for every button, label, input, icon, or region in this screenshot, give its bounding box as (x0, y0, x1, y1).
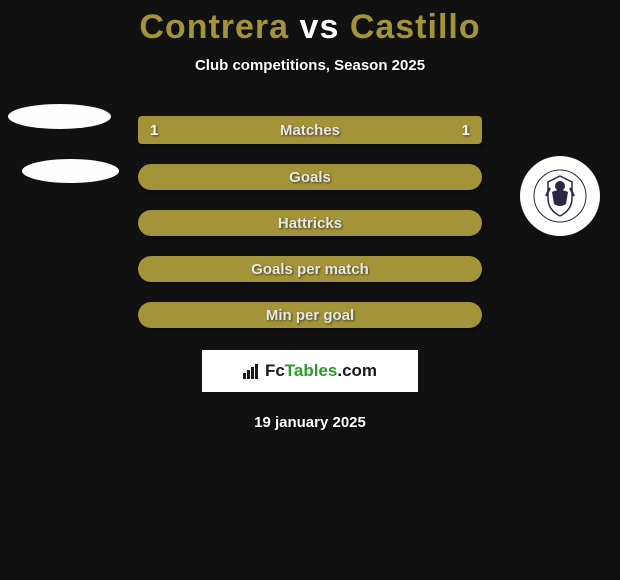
stat-label: Matches (280, 122, 340, 139)
brand-logo-box: FcTables.com (202, 350, 418, 392)
stat-right-value: 1 (462, 122, 470, 139)
player2-name: Castillo (350, 8, 481, 46)
player1-name: Contrera (139, 8, 289, 46)
crest-icon (532, 168, 588, 224)
brand-main: Tables (285, 361, 338, 380)
vs-separator: vs (300, 8, 340, 46)
stat-bar-goals: Goals (138, 164, 482, 190)
stat-left-value: 1 (150, 122, 158, 139)
brand-prefix: Fc (265, 361, 285, 380)
brand-suffix: .com (337, 361, 377, 380)
date-text: 19 january 2025 (0, 414, 620, 431)
stat-label: Goals per match (251, 261, 369, 278)
stat-label: Goals (289, 169, 331, 186)
stat-bar-hattricks: Hattricks (138, 210, 482, 236)
stat-label: Min per goal (266, 307, 354, 324)
stat-bars: 1 Matches 1 Goals Hattricks Goals per ma… (138, 116, 482, 328)
left-badge-ellipse-1 (8, 104, 111, 129)
brand-chart-icon (243, 363, 258, 379)
right-badge (520, 156, 600, 236)
stat-label: Hattricks (278, 215, 342, 232)
left-badge-ellipse-2 (22, 159, 119, 183)
brand-text: FcTables.com (265, 361, 377, 381)
page-title: Contrera vs Castillo (0, 8, 620, 47)
club-crest (520, 156, 600, 236)
stat-bar-min-per-goal: Min per goal (138, 302, 482, 328)
stat-bar-goals-per-match: Goals per match (138, 256, 482, 282)
comparison-card: Contrera vs Castillo Club competitions, … (0, 0, 620, 431)
stat-bar-matches: 1 Matches 1 (138, 116, 482, 144)
subtitle: Club competitions, Season 2025 (0, 57, 620, 74)
left-badges (8, 104, 119, 183)
